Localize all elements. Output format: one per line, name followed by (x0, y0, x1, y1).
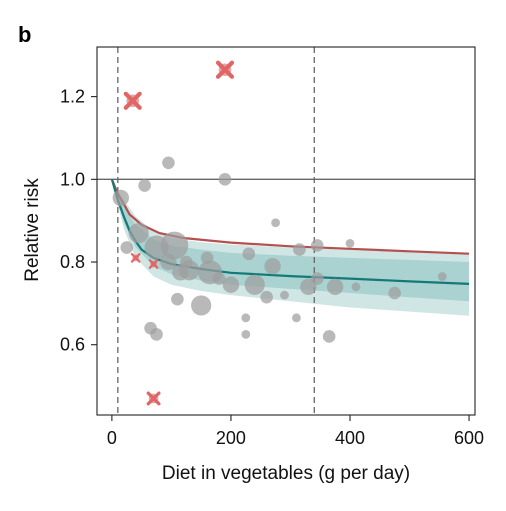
data-point-23 (242, 247, 256, 261)
data-point-29 (292, 313, 301, 323)
data-point-15 (191, 295, 212, 316)
y-axis-label: Relative risk (22, 178, 43, 282)
data-point-30 (293, 243, 306, 256)
data-point-37 (351, 282, 361, 292)
data-point-27 (271, 218, 280, 228)
x-tick-label-200: 200 (216, 428, 246, 448)
data-point-36 (345, 239, 355, 248)
outlier-cross (130, 253, 141, 263)
outlier-point-3 (146, 391, 161, 406)
data-point-18 (212, 272, 226, 285)
data-points (112, 156, 447, 343)
data-point-32 (310, 272, 324, 285)
data-point-31 (300, 278, 317, 296)
data-point-1 (112, 189, 130, 207)
outlier-cross (123, 91, 142, 110)
data-point-24 (244, 274, 265, 295)
data-point-21 (241, 313, 251, 323)
data-point-35 (326, 278, 344, 296)
data-point-6 (150, 328, 163, 341)
panel-label: b (18, 22, 32, 47)
outlier-points (123, 60, 235, 406)
outlier-cross (148, 259, 159, 269)
data-point-25 (260, 290, 273, 304)
outlier-cross (146, 391, 161, 406)
outlier-point-1 (123, 91, 142, 110)
axes: 0 200 400 600 0.6 0.8 1.0 1.2 (60, 46, 484, 448)
y-tick-label-0.6: 0.6 (60, 335, 85, 355)
data-point-11 (171, 292, 184, 306)
data-point-4 (138, 179, 151, 192)
outlier-point-5 (148, 259, 159, 269)
x-tick-label-0: 0 (107, 428, 117, 448)
outlier-cross (215, 60, 235, 79)
data-point-3 (128, 222, 149, 244)
outlier-point-4 (130, 253, 141, 263)
outlier-point-2 (215, 60, 235, 79)
data-point-39 (437, 272, 447, 281)
data-point-14 (179, 260, 200, 281)
data-point-2 (120, 241, 134, 254)
data-point-20 (222, 276, 240, 293)
y-tick-label-1.0: 1.0 (60, 169, 85, 189)
data-point-38 (388, 286, 401, 300)
x-tick-label-600: 600 (454, 428, 484, 448)
y-tick-label-0.8: 0.8 (60, 252, 85, 272)
data-point-26 (264, 257, 281, 275)
data-point-19 (218, 173, 232, 186)
data-point-34 (322, 330, 336, 343)
plot-frame (96, 46, 476, 416)
data-point-10 (160, 231, 189, 260)
y-tick-label-1.2: 1.2 (60, 87, 85, 107)
x-axis-label: Diet in vegetables (g per day) (162, 463, 410, 484)
reference-lines (97, 47, 475, 415)
data-point-33 (310, 239, 324, 252)
data-point-22 (241, 329, 251, 339)
x-tick-label-400: 400 (335, 428, 365, 448)
data-point-28 (280, 290, 289, 300)
data-point-9 (162, 156, 175, 170)
